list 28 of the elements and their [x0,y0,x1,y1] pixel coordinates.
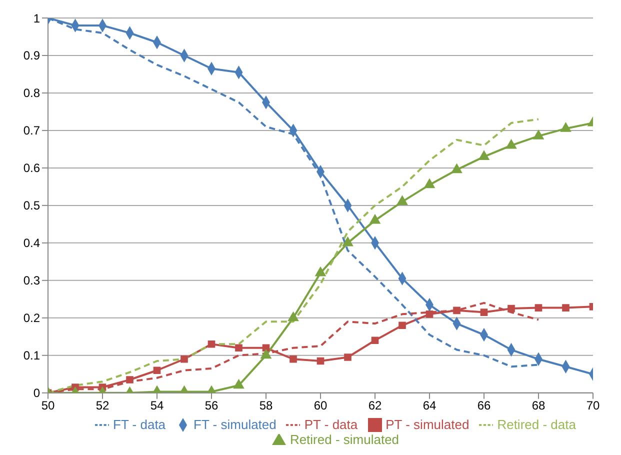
y-tick-label: 0.3 [23,274,40,288]
y-tick-label: 0.2 [23,311,40,326]
x-tick-label: 68 [532,398,546,412]
y-tick-label: 0.6 [23,161,40,176]
y-tick-label: 0.1 [23,348,40,363]
x-tick-label: 52 [96,398,110,412]
y-tick-label: 0 [33,386,40,400]
x-tick-label: 56 [204,398,218,412]
x-tick-label: 60 [314,398,328,412]
legend-label: FT - data [113,416,166,432]
x-tick-label: 54 [150,398,164,412]
y-tick-label: 0.5 [23,198,40,213]
x-tick-label: 64 [422,398,436,412]
x-tick-label: 62 [368,398,382,412]
y-tick-label: 0.4 [23,236,40,250]
legend-label: PT - simulated [386,416,470,432]
x-tick-label: 66 [477,398,491,412]
y-tick-label: 1 [33,11,40,26]
x-tick-label: 58 [259,398,273,412]
x-tick-label: 50 [41,398,55,412]
y-tick-label: 0.7 [23,124,40,138]
legend-label: Retired - simulated [290,432,400,448]
y-tick-label: 0.8 [23,86,40,100]
legend-label: FT - simulated [194,416,276,432]
legend-label: PT - data [304,416,358,432]
y-tick-label: 0.9 [23,48,40,63]
x-tick-label: 70 [586,398,600,412]
legend-label: Retired - data [497,416,576,432]
